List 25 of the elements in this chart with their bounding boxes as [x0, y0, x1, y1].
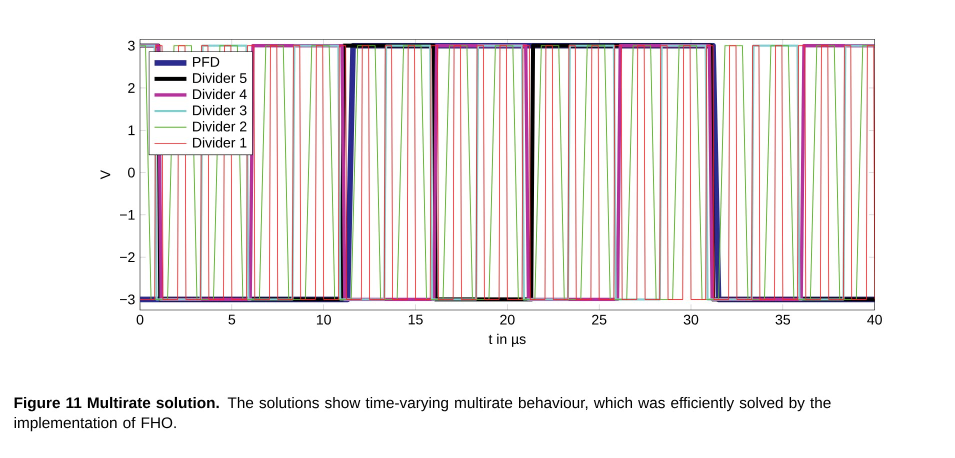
- y-tick-label: −1: [120, 210, 135, 220]
- y-tick-label: −2: [120, 252, 135, 262]
- y-tick-label: 0: [128, 168, 135, 178]
- legend-label: Divider 3: [193, 105, 246, 116]
- x-tick-label: 40: [867, 314, 882, 325]
- y-tick-label: −3: [120, 294, 135, 304]
- text: Figure 11 Multirate solution. The solutions show time-varying multirate behaviour, which was efficiently solved by the implementation of FHO.: [14, 396, 831, 432]
- x-tick-label: 35: [776, 314, 790, 325]
- y-tick-label: 2: [128, 83, 135, 93]
- legend-label: Divider 1: [193, 137, 246, 148]
- x-tick-label: 15: [408, 314, 423, 324]
- y-axis-title: V: [100, 170, 110, 180]
- legend-label: Divider 2: [193, 121, 246, 132]
- x-tick-label: 5: [228, 314, 236, 324]
- y-tick-label: 1: [128, 125, 135, 136]
- x-tick-label: 25: [592, 314, 606, 325]
- x-tick-label: 20: [500, 314, 515, 325]
- x-tick-label: 10: [316, 314, 331, 325]
- y-tick-label: 3: [128, 40, 135, 51]
- x-tick-label: 0: [136, 314, 144, 325]
- x-tick-label: 30: [684, 314, 698, 325]
- x-axis-title: t in µs: [488, 334, 526, 347]
- legend-label: PFD: [193, 57, 220, 67]
- legend-label: Divider 5: [193, 72, 247, 84]
- legend-label: Divider 4: [193, 88, 247, 100]
